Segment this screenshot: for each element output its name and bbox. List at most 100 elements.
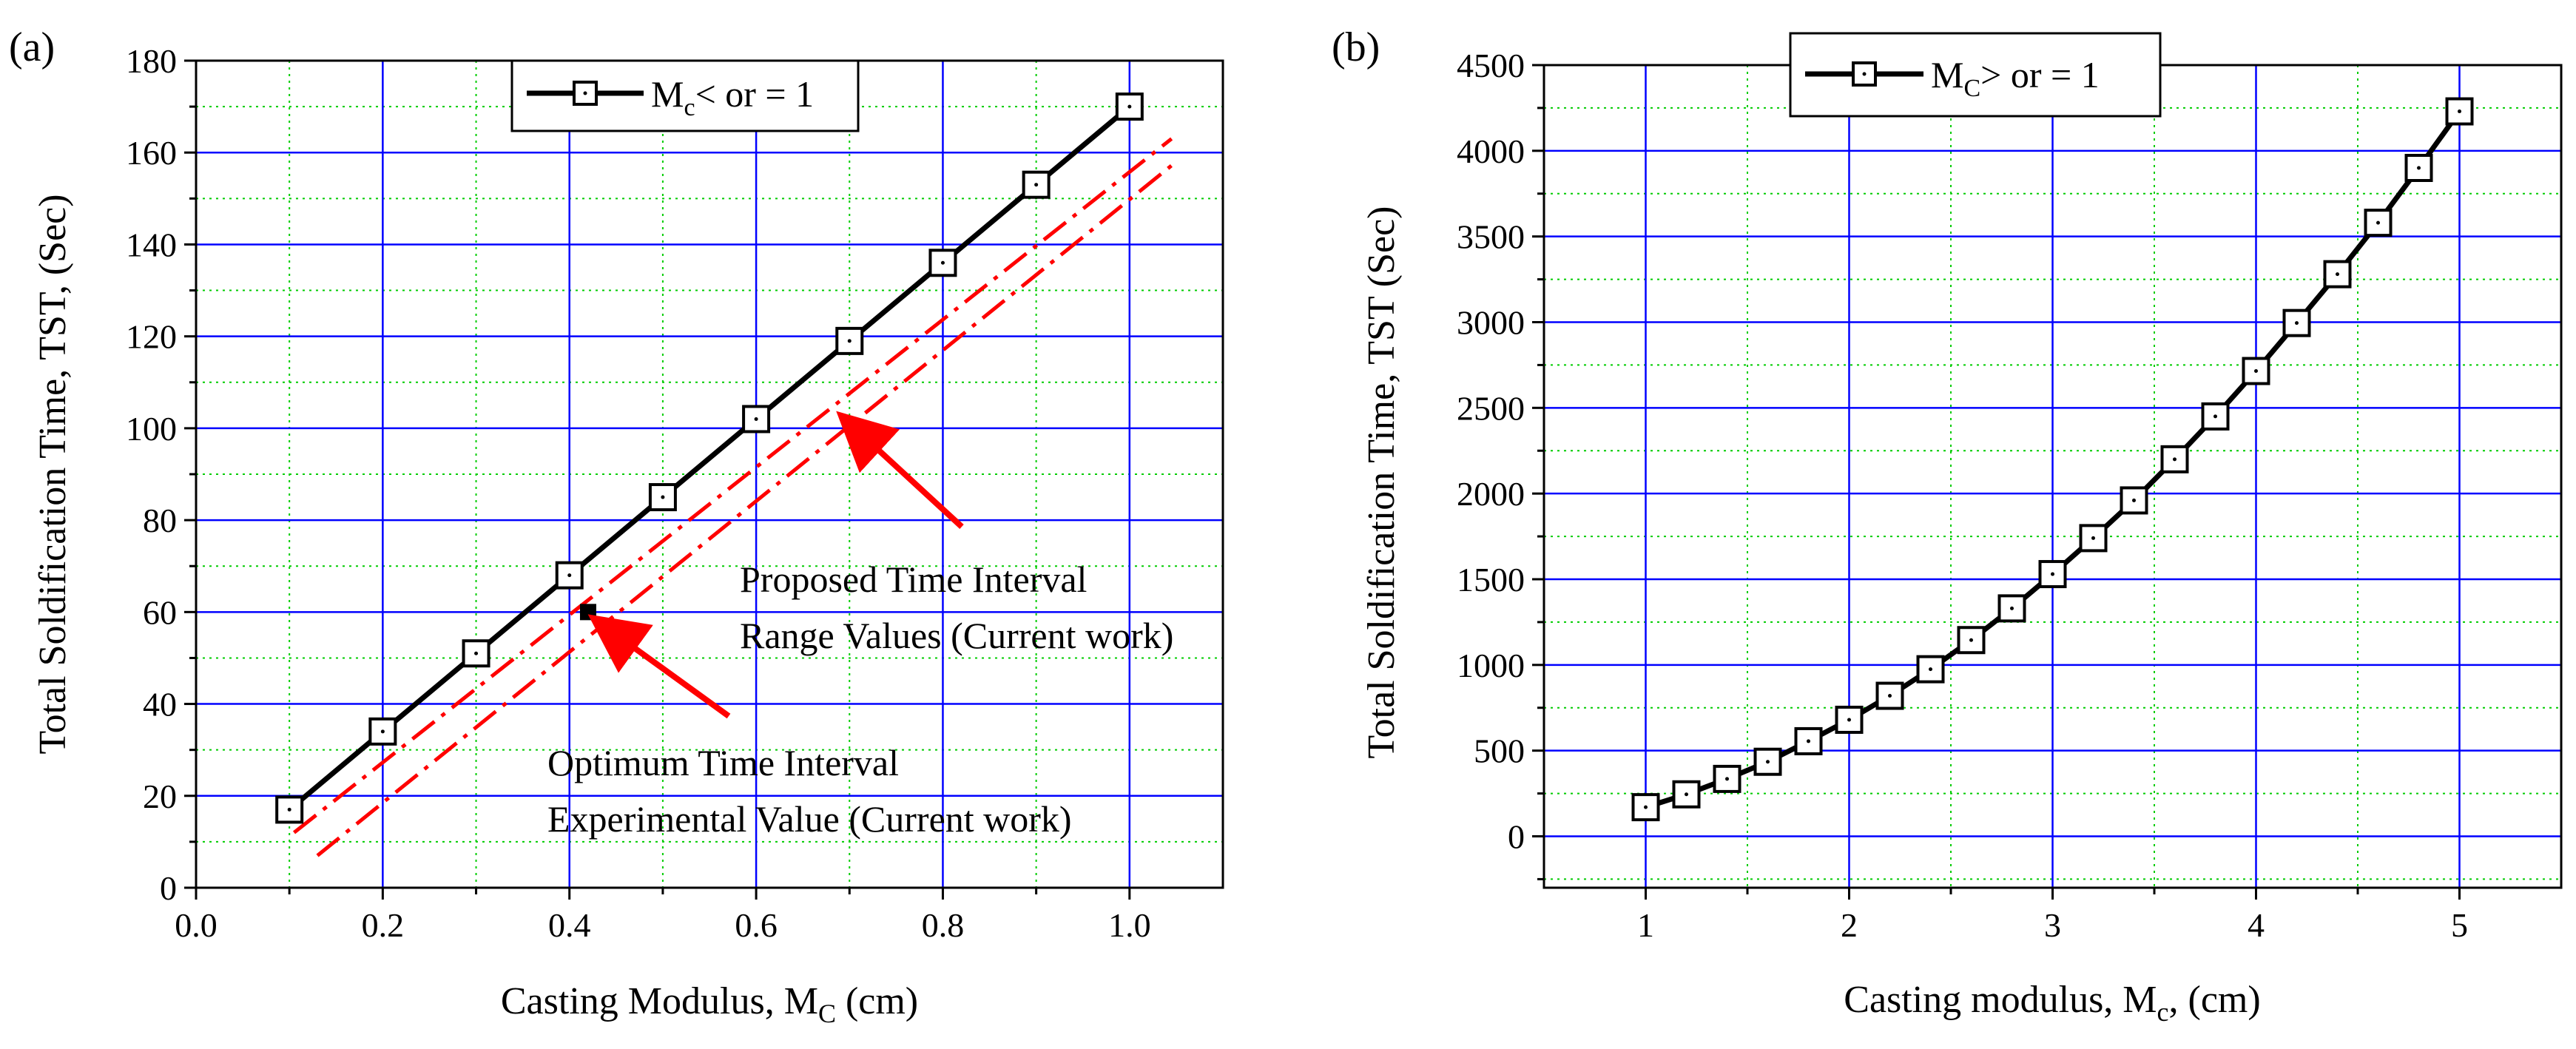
x-tick-label: 2 xyxy=(1841,906,1858,944)
data-point-center xyxy=(2336,272,2339,277)
x-tick-label: 5 xyxy=(2451,906,2468,944)
experimental-point xyxy=(579,604,596,621)
y-tick-label: 20 xyxy=(143,778,177,815)
x-tick-label: 3 xyxy=(2044,906,2061,944)
panel-a-x-axis-title: Casting Modulus, MC (cm) xyxy=(501,980,918,1028)
data-point-center xyxy=(1929,667,1932,672)
panel-b-legend-marker-dot xyxy=(1862,72,1867,76)
panel-b-label: (b) xyxy=(1332,24,1380,70)
data-point-marker xyxy=(2079,524,2108,553)
data-point-center xyxy=(2132,498,2136,502)
panel-b-legend-name-sub: C xyxy=(1963,75,1980,102)
panel-b-xlabel-tail: , (cm) xyxy=(2169,979,2261,1021)
panel-a-ticks xyxy=(184,59,1131,900)
annotation-proposed-line-2: Range Values (Current work) xyxy=(740,615,1173,656)
data-point-marker xyxy=(1022,170,1051,199)
y-tick-label: 0 xyxy=(160,869,177,907)
annotation-optimum-line-1: Optimum Time Interval xyxy=(547,742,899,783)
panel-b-gridlines xyxy=(1544,65,2561,888)
panel-a-series-markers xyxy=(275,92,1144,824)
data-point-center xyxy=(1969,638,1973,642)
y-tick-label: 2500 xyxy=(1457,389,1525,427)
panel-b: (b) 0 500 1000 1500 2000 2500 3000 3500 4000 4500… xyxy=(1332,24,2563,1027)
y-tick-label: 500 xyxy=(1474,732,1525,770)
data-point-center xyxy=(380,729,385,734)
data-point-center xyxy=(661,495,665,499)
panel-b-legend-label: MC> or = 1 xyxy=(1931,54,2100,102)
panel-a-legend-marker-dot xyxy=(583,91,587,95)
y-tick-label: 40 xyxy=(143,686,177,723)
x-tick-label: 0.4 xyxy=(548,906,591,944)
data-point-center xyxy=(2376,220,2380,225)
data-point-center xyxy=(2295,321,2299,326)
panel-b-minor-grid xyxy=(1544,65,2561,888)
panel-a-legend: Mc< or = 1 xyxy=(510,59,860,132)
y-tick-label: 1500 xyxy=(1457,561,1525,598)
panel-b-legend-name: M xyxy=(1931,54,1963,95)
data-point-center xyxy=(847,339,852,343)
data-point-center xyxy=(567,573,572,578)
x-tick-label: 0.2 xyxy=(362,906,405,944)
panel-a-xlabel-tail: (cm) xyxy=(836,980,918,1022)
panel-b-major-grid xyxy=(1544,65,2561,888)
range-line-lower xyxy=(316,160,1178,857)
panel-b-y-tick-labels: 0 500 1000 1500 2000 2500 3000 3500 4000 4500 xyxy=(1457,47,1525,856)
x-tick-label: 1 xyxy=(1637,906,1654,944)
panel-a-legend-name: M xyxy=(651,73,684,115)
x-tick-label: 0.8 xyxy=(922,906,965,944)
data-point-center xyxy=(2091,536,2095,540)
data-point-marker xyxy=(648,483,677,512)
data-point-center xyxy=(2173,457,2177,462)
panel-a-legend-label: Mc< or = 1 xyxy=(651,73,814,121)
data-point-center xyxy=(2254,369,2258,374)
y-tick-label: 1000 xyxy=(1457,647,1525,684)
y-tick-label: 3500 xyxy=(1457,218,1525,256)
panel-b-ticks xyxy=(1532,64,2461,900)
panel-b-y-axis-title: Total Soldification Time, TST (Sec) xyxy=(1361,206,1403,759)
data-point-center xyxy=(940,260,945,265)
panel-b-legend-name-tail: > or = 1 xyxy=(1980,54,2100,95)
x-tick-label: 0.0 xyxy=(175,906,218,944)
panel-a-series-line xyxy=(287,104,1132,812)
data-point-center xyxy=(1644,805,1648,809)
data-point-center xyxy=(1685,792,1688,797)
x-tick-label: 0.6 xyxy=(735,906,778,944)
panel-b-legend: MC> or = 1 xyxy=(1789,32,2162,118)
data-point-center xyxy=(1847,718,1851,722)
data-point-center xyxy=(1127,104,1132,109)
data-point-center xyxy=(474,651,479,655)
panel-a-xlabel: Casting Modulus, M xyxy=(501,980,818,1022)
data-point-center xyxy=(2458,109,2461,114)
range-line-upper xyxy=(292,137,1173,834)
data-point-center xyxy=(1807,739,1810,743)
data-point-marker xyxy=(928,249,957,277)
panel-b-xlabel: Casting modulus, M xyxy=(1844,979,2157,1021)
panel-b-xlabel-sub: c xyxy=(2157,997,2169,1027)
data-point-center xyxy=(1766,760,1770,764)
data-point-marker xyxy=(368,717,397,746)
data-point-center xyxy=(1725,777,1729,781)
y-tick-label: 80 xyxy=(143,502,177,539)
y-tick-label: 4000 xyxy=(1457,132,1525,170)
y-tick-label: 100 xyxy=(126,410,177,448)
panel-b-x-tick-labels: 1 2 3 4 5 xyxy=(1637,906,2468,944)
y-tick-label: 3000 xyxy=(1457,304,1525,342)
panel-a-legend-name-tail: < or = 1 xyxy=(695,73,815,115)
data-point-center xyxy=(1888,694,1892,698)
y-tick-label: 2000 xyxy=(1457,475,1525,513)
data-point-center xyxy=(2213,414,2217,419)
data-point-center xyxy=(2417,166,2421,170)
data-point-center xyxy=(754,416,758,421)
y-tick-label: 120 xyxy=(126,318,177,356)
data-point-center xyxy=(287,807,291,812)
y-tick-label: 140 xyxy=(126,226,177,263)
y-tick-label: 60 xyxy=(143,593,177,631)
data-point-marker xyxy=(835,326,864,355)
data-point-center xyxy=(2051,572,2054,576)
x-tick-label: 1.0 xyxy=(1108,906,1151,944)
panel-a-x-tick-labels: 0.0 0.2 0.4 0.6 0.8 1.0 xyxy=(175,906,1150,944)
data-point-marker xyxy=(2201,402,2230,431)
data-point-center xyxy=(2010,606,2014,610)
